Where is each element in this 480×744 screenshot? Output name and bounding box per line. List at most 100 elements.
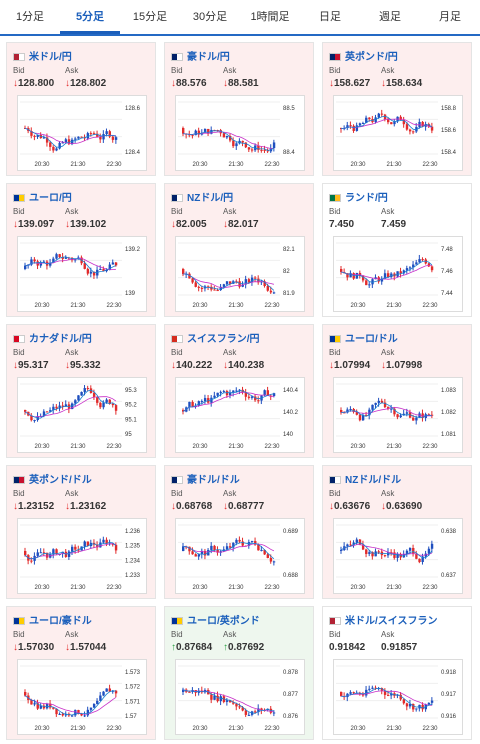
candle-body — [235, 703, 238, 707]
candle-body — [111, 136, 115, 140]
mini-chart[interactable]: 0.918 0.917 0.916 20:30 21:30 22:30 — [333, 659, 463, 735]
tab-1[interactable]: 5分足 — [60, 0, 120, 34]
mini-chart[interactable]: 139.2 139 20:30 21:30 22:30 — [17, 236, 147, 312]
rate-card[interactable]: 米ドル/スイスフラン Bid Ask 0.91842 0.91857 0.918… — [322, 606, 472, 740]
rate-card[interactable]: ランド/円 Bid Ask 7.450 7.459 7.48 7.46 7.44 20… — [322, 183, 472, 317]
rate-card[interactable]: 米ドル/円 Bid Ask ↓128.800 ↓128.802 128.6 128… — [6, 42, 156, 176]
bid-label: Bid — [171, 207, 183, 216]
x-time-label: 22:30 — [264, 726, 280, 732]
candle-body — [412, 547, 415, 554]
mini-chart[interactable]: 128.6 128.4 20:30 21:30 22:30 — [17, 95, 147, 171]
pair-name[interactable]: 米ドル/スイスフラン — [329, 612, 437, 627]
candle-body — [182, 689, 185, 692]
pair-name[interactable]: スイスフラン/円 — [171, 330, 259, 345]
pair-label: 英ポンド/ドル — [29, 475, 92, 486]
pair-name[interactable]: ユーロ/豪ドル — [13, 612, 92, 627]
candle-body — [216, 549, 219, 553]
rate-card[interactable]: スイスフラン/円 Bid Ask ↓140.222 ↓140.238 140.4… — [164, 324, 314, 458]
pair-label: 英ポンド/円 — [345, 52, 398, 63]
pair-name[interactable]: 豪ドル/円 — [171, 48, 230, 63]
candle-body — [421, 259, 424, 261]
rate-card[interactable]: 豪ドル/ドル Bid Ask ↓0.68768 ↓0.68777 0.689 0.… — [164, 465, 314, 599]
candle-body — [99, 269, 102, 271]
candle-body — [36, 552, 39, 556]
direction-arrow-icon: ↓ — [13, 501, 18, 512]
tab-5[interactable]: 日足 — [319, 11, 341, 23]
pair-name[interactable]: ユーロ/英ポンド — [171, 612, 260, 627]
pair-name[interactable]: 豪ドル/ドル — [171, 471, 240, 486]
candle-body — [361, 123, 365, 125]
y-tick-label: 139 — [125, 291, 136, 297]
y-tick-label: 1.234 — [125, 558, 141, 564]
pair-name[interactable]: NZドル/円 — [171, 189, 233, 204]
mini-chart[interactable]: 0.878 0.877 0.876 20:30 21:30 22:30 — [175, 659, 305, 735]
moving-average-long — [340, 264, 432, 280]
direction-arrow-icon: ↓ — [13, 219, 18, 230]
pair-name[interactable]: 米ドル/円 — [13, 48, 72, 63]
mini-chart[interactable]: 1.573 1.572 1.571 1.57 20:30 21:30 22:30 — [17, 659, 147, 735]
rate-card[interactable]: ユーロ/ドル Bid Ask ↓1.07994 ↓1.07998 1.083 1.… — [322, 324, 472, 458]
rate-card[interactable]: 豪ドル/円 Bid Ask ↓88.576 ↓88.581 88.5 88.4 20… — [164, 42, 314, 176]
candle-body — [188, 691, 191, 693]
candle-body — [222, 284, 226, 287]
tab-6[interactable]: 週足 — [379, 11, 401, 23]
y-tick-label: 128.6 — [125, 106, 141, 112]
y-tick-label: 1.233 — [125, 573, 141, 579]
rate-card[interactable]: ユーロ/豪ドル Bid Ask ↓1.57030 ↓1.57044 1.573 1… — [6, 606, 156, 740]
mini-chart[interactable]: 7.48 7.46 7.44 20:30 21:30 22:30 — [333, 236, 463, 312]
y-tick-label: 0.637 — [441, 573, 457, 579]
rate-card[interactable]: NZドル/ドル Bid Ask ↓0.63676 ↓0.63690 0.638 0… — [322, 465, 472, 599]
candle-body — [349, 125, 352, 127]
ask-label: Ask — [223, 66, 237, 75]
candle-body — [399, 415, 402, 418]
pair-name[interactable]: ユーロ/円 — [13, 189, 72, 204]
mini-chart[interactable]: 158.8 158.6 158.4 20:30 21:30 22:30 — [333, 95, 463, 171]
candle-body — [86, 268, 90, 274]
mini-chart[interactable]: 88.5 88.4 20:30 21:30 22:30 — [175, 95, 305, 171]
flag-icon — [171, 335, 183, 344]
mini-chart[interactable]: 0.689 0.688 20:30 21:30 22:30 — [175, 518, 305, 594]
mini-chart[interactable]: 95.3 95.2 95.1 95 20:30 21:30 22:30 — [17, 377, 147, 453]
flag-icon — [13, 335, 25, 344]
rate-card[interactable]: 英ポンド/ドル Bid Ask ↓1.23152 ↓1.23162 1.236 1… — [6, 465, 156, 599]
pair-name[interactable]: カナダドル/円 — [13, 330, 92, 345]
mini-chart[interactable]: 140.4 140.2 140 20:30 21:30 22:30 — [175, 377, 305, 453]
candle-body — [269, 290, 273, 293]
candle-body — [191, 278, 194, 283]
mini-chart[interactable]: 82.1 82 81.9 20:30 21:30 22:30 — [175, 236, 305, 312]
candle-body — [33, 135, 36, 137]
rate-card[interactable]: カナダドル/円 Bid Ask ↓95.317 ↓95.332 95.3 95.2… — [6, 324, 156, 458]
rate-card[interactable]: ユーロ/英ポンド Bid Ask ↑0.87684 ↑0.87692 0.878… — [164, 606, 314, 740]
bid-label: Bid — [329, 207, 341, 216]
candle-body — [36, 703, 39, 709]
tab-0[interactable]: 1分足 — [15, 11, 45, 23]
pair-name[interactable]: ユーロ/ドル — [329, 330, 398, 345]
mini-chart[interactable]: 0.638 0.637 20:30 21:30 22:30 — [333, 518, 463, 594]
x-time-label: 22:30 — [422, 303, 438, 309]
tab-2[interactable]: 15分足 — [132, 11, 168, 23]
candle-body — [52, 549, 55, 555]
candle-body — [71, 546, 74, 552]
candle-body — [83, 715, 86, 717]
tab-7[interactable]: 月足 — [439, 11, 461, 23]
mini-chart[interactable]: 1.236 1.235 1.234 1.233 20:30 21:30 22:30 — [17, 518, 147, 594]
direction-arrow-icon: ↓ — [223, 501, 228, 512]
flag-icon — [171, 53, 183, 62]
pair-name[interactable]: 英ポンド/ドル — [13, 471, 92, 486]
tab-4[interactable]: 1時間足 — [250, 11, 290, 23]
tab-3[interactable]: 30分足 — [192, 11, 228, 23]
y-tick-label: 1.082 — [441, 410, 457, 416]
pair-name[interactable]: ランド/円 — [329, 189, 388, 204]
mini-chart[interactable]: 1.083 1.082 1.081 20:30 21:30 22:30 — [333, 377, 463, 453]
rate-card[interactable]: NZドル/円 Bid Ask ↓82.005 ↓82.017 82.1 82 81.… — [164, 183, 314, 317]
candle-body — [405, 268, 409, 271]
direction-arrow-icon: ↓ — [13, 642, 18, 653]
pair-name[interactable]: NZドル/ドル — [329, 471, 401, 486]
pair-name[interactable]: 英ポンド/円 — [329, 48, 398, 63]
rate-card[interactable]: 英ポンド/円 Bid Ask ↓158.627 ↓158.634 158.8 15… — [322, 42, 472, 176]
candle-body — [257, 400, 260, 402]
moving-average-short — [182, 130, 275, 151]
y-tick-label: 0.638 — [441, 529, 457, 535]
rate-card[interactable]: ユーロ/円 Bid Ask ↓139.097 ↓139.102 139.2 139… — [6, 183, 156, 317]
candle-body — [238, 706, 241, 708]
